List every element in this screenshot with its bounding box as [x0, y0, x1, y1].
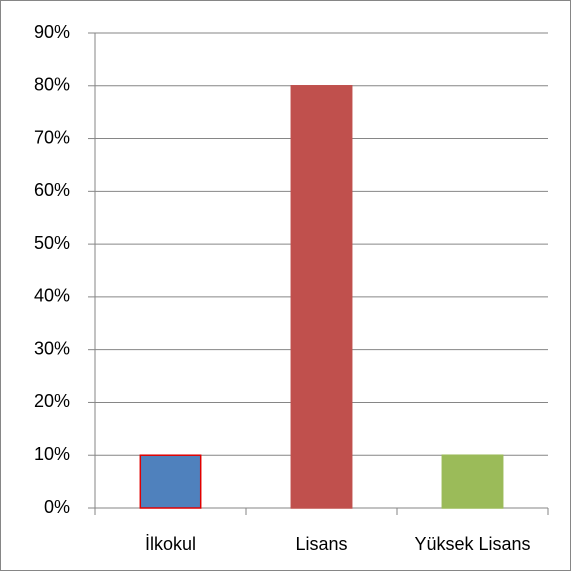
bar — [441, 454, 504, 509]
y-tick-label: 40% — [34, 286, 70, 306]
y-tick-label: 0% — [44, 497, 70, 517]
bar — [139, 454, 202, 509]
x-tick-label: İlkokul — [145, 534, 196, 554]
y-tick-label: 50% — [34, 233, 70, 253]
y-tick-label: 80% — [34, 75, 70, 95]
y-tick-label: 90% — [34, 22, 70, 42]
bar — [290, 85, 353, 509]
y-tick-label: 10% — [34, 444, 70, 464]
y-tick-label: 70% — [34, 127, 70, 147]
x-tick-label: Yüksek Lisans — [414, 534, 530, 554]
y-tick-label: 20% — [34, 391, 70, 411]
x-tick-label: Lisans — [295, 534, 347, 554]
y-tick-label: 60% — [34, 180, 70, 200]
y-tick-label: 30% — [34, 338, 70, 358]
